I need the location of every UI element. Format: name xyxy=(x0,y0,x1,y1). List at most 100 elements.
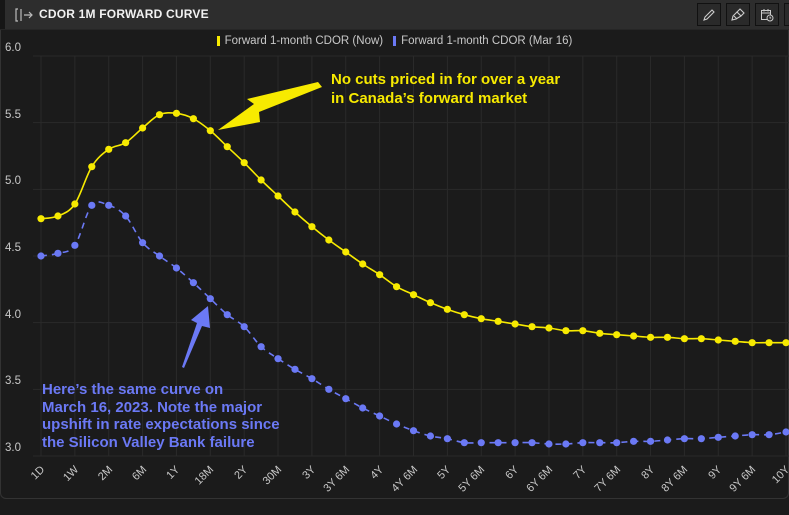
data-point[interactable] xyxy=(274,192,282,200)
data-point[interactable] xyxy=(613,331,621,339)
data-point[interactable] xyxy=(494,439,502,447)
data-point[interactable] xyxy=(630,437,638,445)
data-point[interactable] xyxy=(731,337,739,345)
data-point[interactable] xyxy=(308,375,316,383)
data-point[interactable] xyxy=(460,311,468,319)
data-point[interactable] xyxy=(545,324,553,332)
annotation-blue: Here’s the same curve on March 16, 2023.… xyxy=(42,381,280,451)
data-point[interactable] xyxy=(579,439,587,447)
data-point[interactable] xyxy=(240,159,248,167)
data-point[interactable] xyxy=(646,437,655,445)
data-point[interactable] xyxy=(325,236,333,244)
data-point[interactable] xyxy=(409,427,418,435)
data-point[interactable] xyxy=(562,440,570,448)
data-point[interactable] xyxy=(511,439,519,447)
data-point[interactable] xyxy=(579,327,587,335)
data-point[interactable] xyxy=(714,433,722,441)
data-point[interactable] xyxy=(748,339,756,347)
data-point[interactable] xyxy=(765,339,773,347)
data-point[interactable] xyxy=(646,333,655,341)
data-point[interactable] xyxy=(460,439,468,447)
data-point[interactable] xyxy=(274,355,282,363)
data-point[interactable] xyxy=(494,317,502,325)
data-point[interactable] xyxy=(206,295,214,303)
data-point[interactable] xyxy=(37,252,45,260)
data-point[interactable] xyxy=(562,327,570,335)
data-point[interactable] xyxy=(257,176,265,184)
edit-button[interactable] xyxy=(697,3,721,26)
data-point[interactable] xyxy=(782,339,789,347)
data-point[interactable] xyxy=(189,115,197,123)
data-point[interactable] xyxy=(376,271,384,279)
style-button[interactable] xyxy=(726,3,750,26)
data-point[interactable] xyxy=(545,440,553,448)
data-point[interactable] xyxy=(172,109,181,117)
data-point[interactable] xyxy=(206,127,214,135)
data-point[interactable] xyxy=(88,201,96,209)
data-point[interactable] xyxy=(240,323,248,331)
data-point[interactable] xyxy=(714,336,722,344)
data-point[interactable] xyxy=(477,439,485,447)
data-point[interactable] xyxy=(71,241,79,249)
data-point[interactable] xyxy=(426,432,435,440)
data-point[interactable] xyxy=(291,208,299,216)
data-point[interactable] xyxy=(697,435,705,443)
data-point[interactable] xyxy=(172,264,181,272)
data-point[interactable] xyxy=(138,239,147,247)
data-point[interactable] xyxy=(223,143,231,151)
data-point[interactable] xyxy=(511,320,519,328)
data-point[interactable] xyxy=(359,260,367,268)
data-point[interactable] xyxy=(596,329,604,337)
data-point[interactable] xyxy=(426,299,435,307)
data-point[interactable] xyxy=(596,439,604,447)
data-point[interactable] xyxy=(443,435,451,443)
data-point[interactable] xyxy=(376,412,384,420)
data-point[interactable] xyxy=(155,111,164,119)
data-point[interactable] xyxy=(731,432,739,440)
data-point[interactable] xyxy=(782,428,789,436)
data-point[interactable] xyxy=(342,395,350,403)
data-point[interactable] xyxy=(680,435,689,443)
data-point[interactable] xyxy=(663,436,672,444)
data-point[interactable] xyxy=(613,439,621,447)
data-point[interactable] xyxy=(138,124,147,132)
data-point[interactable] xyxy=(122,212,130,220)
data-point[interactable] xyxy=(443,305,451,313)
data-point[interactable] xyxy=(122,139,130,147)
data-point[interactable] xyxy=(155,252,164,260)
data-point[interactable] xyxy=(528,323,536,331)
data-point[interactable] xyxy=(37,215,45,223)
expand-panel-icon[interactable] xyxy=(15,7,37,23)
data-point[interactable] xyxy=(359,404,367,412)
data-point[interactable] xyxy=(291,365,299,373)
data-point[interactable] xyxy=(88,163,96,171)
data-point[interactable] xyxy=(105,145,113,153)
data-point[interactable] xyxy=(105,201,113,209)
legend-item-mar16[interactable]: Forward 1-month CDOR (Mar 16) xyxy=(393,35,572,47)
calendar-clock-icon xyxy=(761,8,774,21)
data-point[interactable] xyxy=(680,335,689,343)
data-point[interactable] xyxy=(342,248,350,256)
data-point[interactable] xyxy=(71,200,79,208)
data-point[interactable] xyxy=(325,385,333,393)
annotation-arrow-yellow xyxy=(218,82,322,130)
data-point[interactable] xyxy=(54,212,62,220)
data-point[interactable] xyxy=(392,420,401,428)
data-point[interactable] xyxy=(308,223,316,231)
legend-item-now[interactable]: Forward 1-month CDOR (Now) xyxy=(216,35,383,47)
data-point[interactable] xyxy=(189,279,197,287)
data-point[interactable] xyxy=(663,333,672,341)
data-point[interactable] xyxy=(257,343,265,351)
data-point[interactable] xyxy=(409,291,418,299)
data-point[interactable] xyxy=(54,249,62,257)
data-point[interactable] xyxy=(748,431,756,439)
more-button[interactable] xyxy=(784,3,789,26)
date-button[interactable] xyxy=(755,3,779,26)
data-point[interactable] xyxy=(630,332,638,340)
data-point[interactable] xyxy=(477,315,485,323)
data-point[interactable] xyxy=(765,431,773,439)
data-point[interactable] xyxy=(392,283,401,291)
data-point[interactable] xyxy=(223,311,231,319)
data-point[interactable] xyxy=(528,439,536,447)
data-point[interactable] xyxy=(697,335,705,343)
